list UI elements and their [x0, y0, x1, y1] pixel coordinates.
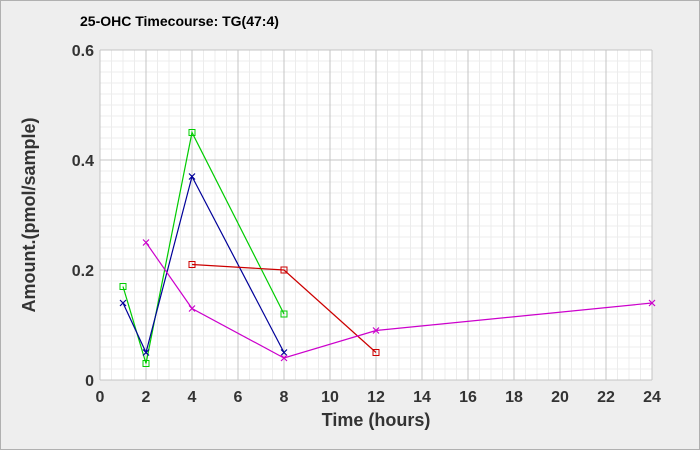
y-tick-label: 0.2 — [72, 263, 94, 280]
data-point — [372, 327, 380, 334]
data-point — [188, 129, 196, 136]
y-tick-label: 0 — [85, 373, 94, 390]
data-point — [142, 360, 150, 367]
x-tick-label: 10 — [321, 389, 339, 406]
series-1 — [119, 129, 288, 367]
x-tick-label: 6 — [234, 389, 243, 406]
x-tick-label: 16 — [459, 389, 477, 406]
x-axis-ticks: 0 2 4 6 8 10 12 14 16 18 20 22 24 — [96, 389, 661, 406]
y-axis-ticks: 0 0.2 0.4 0.6 — [72, 43, 94, 390]
y-axis-label: Amount.(pmol/sample) — [19, 117, 39, 312]
major-grid — [99, 49, 653, 381]
x-tick-label: 24 — [643, 389, 661, 406]
data-point — [119, 283, 127, 290]
series-4 — [142, 239, 656, 362]
data-point — [372, 349, 380, 356]
x-axis-label: Time (hours) — [322, 410, 431, 430]
series-line — [191, 263, 377, 353]
data-point — [142, 349, 150, 356]
series-3 — [188, 261, 380, 356]
x-tick-label: 4 — [188, 389, 197, 406]
x-tick-label: 20 — [551, 389, 569, 406]
data-point — [280, 310, 288, 318]
x-tick-label: 12 — [367, 389, 385, 406]
data-point — [648, 299, 656, 307]
series-2 — [119, 173, 288, 356]
x-tick-label: 14 — [413, 389, 431, 406]
x-tick-label: 18 — [505, 389, 523, 406]
data-point — [119, 299, 127, 307]
chart-title: 25-OHC Timecourse: TG(47:4) — [80, 13, 279, 29]
x-tick-label: 2 — [142, 389, 151, 406]
x-tick-label: 0 — [96, 389, 105, 406]
series-line — [122, 130, 285, 364]
series-line — [122, 174, 285, 355]
data-point — [280, 354, 288, 362]
series-layer — [119, 129, 656, 367]
data-point — [280, 266, 288, 274]
x-tick-label: 8 — [280, 389, 289, 406]
data-point — [188, 173, 196, 180]
x-tick-label: 22 — [597, 389, 615, 406]
y-tick-label: 0.6 — [72, 43, 94, 60]
data-point — [188, 305, 196, 312]
y-tick-label: 0.4 — [72, 153, 94, 170]
data-point — [280, 349, 288, 356]
data-point — [188, 261, 196, 268]
data-point — [142, 239, 150, 246]
